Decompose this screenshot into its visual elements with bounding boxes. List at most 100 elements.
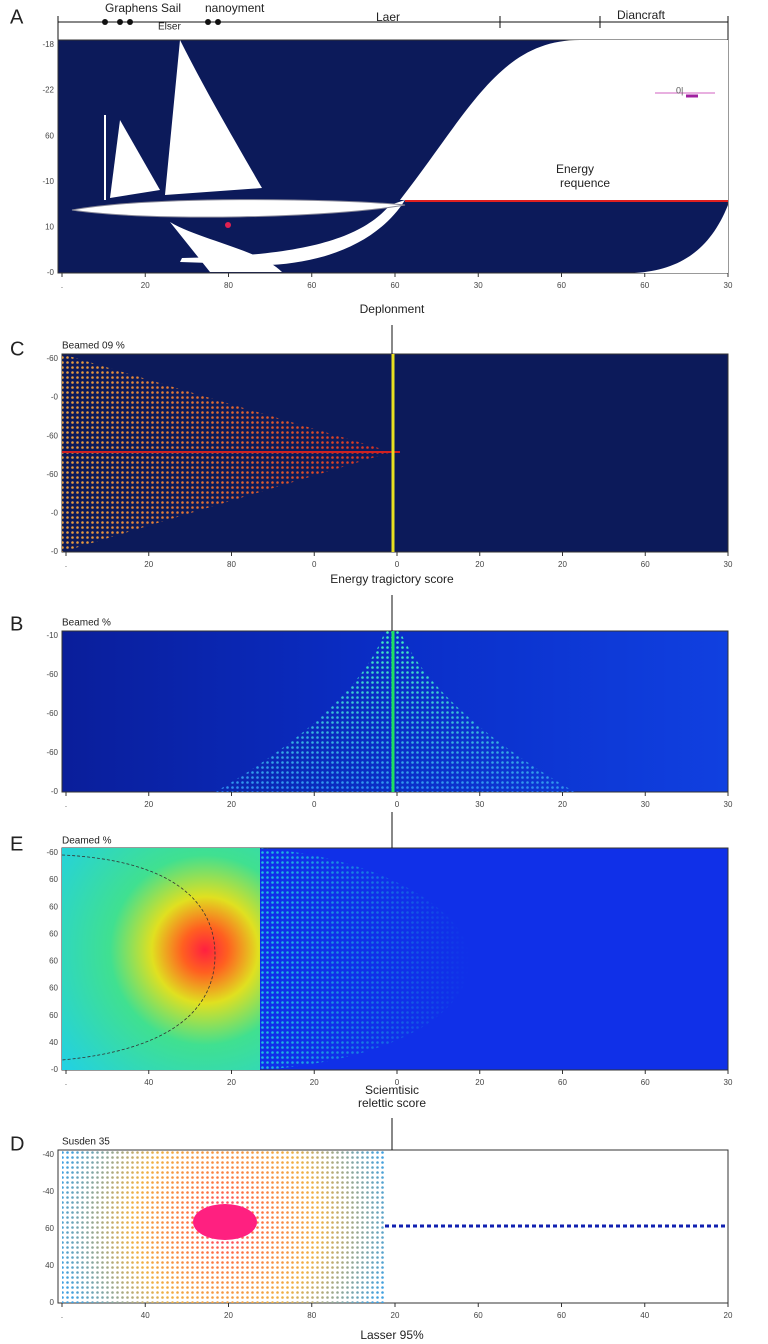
x-tick-label: . xyxy=(61,1311,63,1320)
x-tick-label: 30 xyxy=(724,1078,733,1087)
x-tick-label: 20 xyxy=(227,800,236,809)
y-tick-label: 60 xyxy=(49,902,58,911)
x-tick-label: 30 xyxy=(641,800,650,809)
y-tick-label: -0 xyxy=(51,547,59,556)
y-tick-label: 10 xyxy=(45,223,54,232)
caption: Lasser 95% xyxy=(360,1328,424,1342)
x-tick-label: 60 xyxy=(307,281,316,290)
y-tick-label: -0 xyxy=(51,787,59,796)
caption: Sciemtisic xyxy=(365,1083,419,1097)
x-tick-label: 20 xyxy=(558,560,567,569)
y-tick-label: -10 xyxy=(46,631,58,640)
panel-letter: E xyxy=(10,833,23,855)
x-tick-label: 80 xyxy=(307,1311,316,1320)
x-tick-label: 20 xyxy=(227,1078,236,1087)
y-tick-label: -60 xyxy=(46,470,58,479)
y-tick-label: -40 xyxy=(42,1150,54,1159)
header-label: Graphens Sail xyxy=(105,1,181,15)
header-sublabel: Elser xyxy=(158,22,181,33)
x-tick-label: 80 xyxy=(227,560,236,569)
y-tick-label: -0 xyxy=(51,1065,59,1074)
x-tick-label: . xyxy=(61,281,63,290)
x-tick-label: . xyxy=(65,560,67,569)
x-tick-label: 60 xyxy=(558,1078,567,1087)
y-tick-label: -22 xyxy=(42,86,54,95)
y-tick-label: -0 xyxy=(47,268,55,277)
x-tick-label: 20 xyxy=(724,1311,733,1320)
x-tick-label: 0 xyxy=(312,560,317,569)
x-tick-label: 0 xyxy=(395,800,400,809)
y-tick-label: -0 xyxy=(51,393,59,402)
panel-letter: C xyxy=(10,338,24,360)
y-tick-label: 60 xyxy=(49,875,58,884)
y-tick-label: -60 xyxy=(46,431,58,440)
panel-letter: A xyxy=(10,6,24,28)
x-tick-label: 60 xyxy=(474,1311,483,1320)
x-tick-label: . xyxy=(65,800,67,809)
panel-letter: B xyxy=(10,613,23,635)
y-tick-label: 40 xyxy=(45,1261,54,1270)
panel-a xyxy=(57,16,729,274)
panel-b xyxy=(61,595,729,793)
x-tick-label: 30 xyxy=(475,800,484,809)
x-tick-label: 60 xyxy=(391,281,400,290)
x-tick-label: 20 xyxy=(144,560,153,569)
y-tick-label: -60 xyxy=(46,748,58,757)
panel-title: Deamed % xyxy=(62,836,112,847)
x-tick-label: 40 xyxy=(144,1078,153,1087)
y-tick-label: 60 xyxy=(49,1011,58,1020)
y-tick-label: -0 xyxy=(51,509,59,518)
panel-title: Beamed 09 % xyxy=(62,341,125,352)
y-tick-label: 60 xyxy=(45,131,54,140)
x-tick-label: 60 xyxy=(641,1078,650,1087)
y-tick-label: -60 xyxy=(46,848,58,857)
x-tick-label: 40 xyxy=(640,1311,649,1320)
x-tick-label: 20 xyxy=(475,560,484,569)
caption: relettic score xyxy=(358,1096,426,1110)
x-tick-label: 0 xyxy=(395,560,400,569)
x-tick-label: 60 xyxy=(557,281,566,290)
header-label: Laer xyxy=(376,10,400,24)
legend: 0| xyxy=(676,85,683,95)
x-tick-label: 20 xyxy=(391,1311,400,1320)
x-tick-label: 60 xyxy=(640,281,649,290)
x-tick-label: 60 xyxy=(557,1311,566,1320)
caption: Energy tragictory score xyxy=(330,572,454,586)
x-tick-label: 20 xyxy=(144,800,153,809)
x-tick-label: 20 xyxy=(310,1078,319,1087)
x-tick-label: 30 xyxy=(724,281,733,290)
y-tick-label: 60 xyxy=(49,984,58,993)
y-tick-label: -60 xyxy=(46,670,58,679)
header-label: nanoyment xyxy=(205,1,265,15)
y-tick-label: -60 xyxy=(46,709,58,718)
y-tick-label: 40 xyxy=(49,1038,58,1047)
x-tick-label: 20 xyxy=(224,1311,233,1320)
x-tick-label: 30 xyxy=(724,800,733,809)
x-tick-label: 80 xyxy=(224,281,233,290)
annotation: Energy xyxy=(556,162,594,176)
x-tick-label: 20 xyxy=(141,281,150,290)
x-tick-label: . xyxy=(65,1078,67,1087)
x-tick-label: 20 xyxy=(475,1078,484,1087)
header-label: Diancraft xyxy=(617,8,666,22)
x-tick-label: 60 xyxy=(641,560,650,569)
y-tick-label: 0 xyxy=(50,1298,55,1307)
panel-title: Beamed % xyxy=(62,618,111,629)
x-tick-label: 20 xyxy=(558,800,567,809)
panel-c xyxy=(61,325,729,553)
panel-letter: D xyxy=(10,1133,24,1155)
panel-d xyxy=(57,1118,729,1304)
y-tick-label: 60 xyxy=(45,1224,54,1233)
panel-title: Susden 35 xyxy=(62,1137,110,1148)
caption: Deplonment xyxy=(360,302,425,316)
x-tick-label: 0 xyxy=(312,800,317,809)
y-tick-label: 60 xyxy=(49,929,58,938)
y-tick-label: -40 xyxy=(42,1187,54,1196)
y-tick-label: -10 xyxy=(42,177,54,186)
y-tick-label: -18 xyxy=(42,40,54,49)
x-tick-label: 30 xyxy=(474,281,483,290)
y-tick-label: -60 xyxy=(46,354,58,363)
x-tick-label: 40 xyxy=(141,1311,150,1320)
